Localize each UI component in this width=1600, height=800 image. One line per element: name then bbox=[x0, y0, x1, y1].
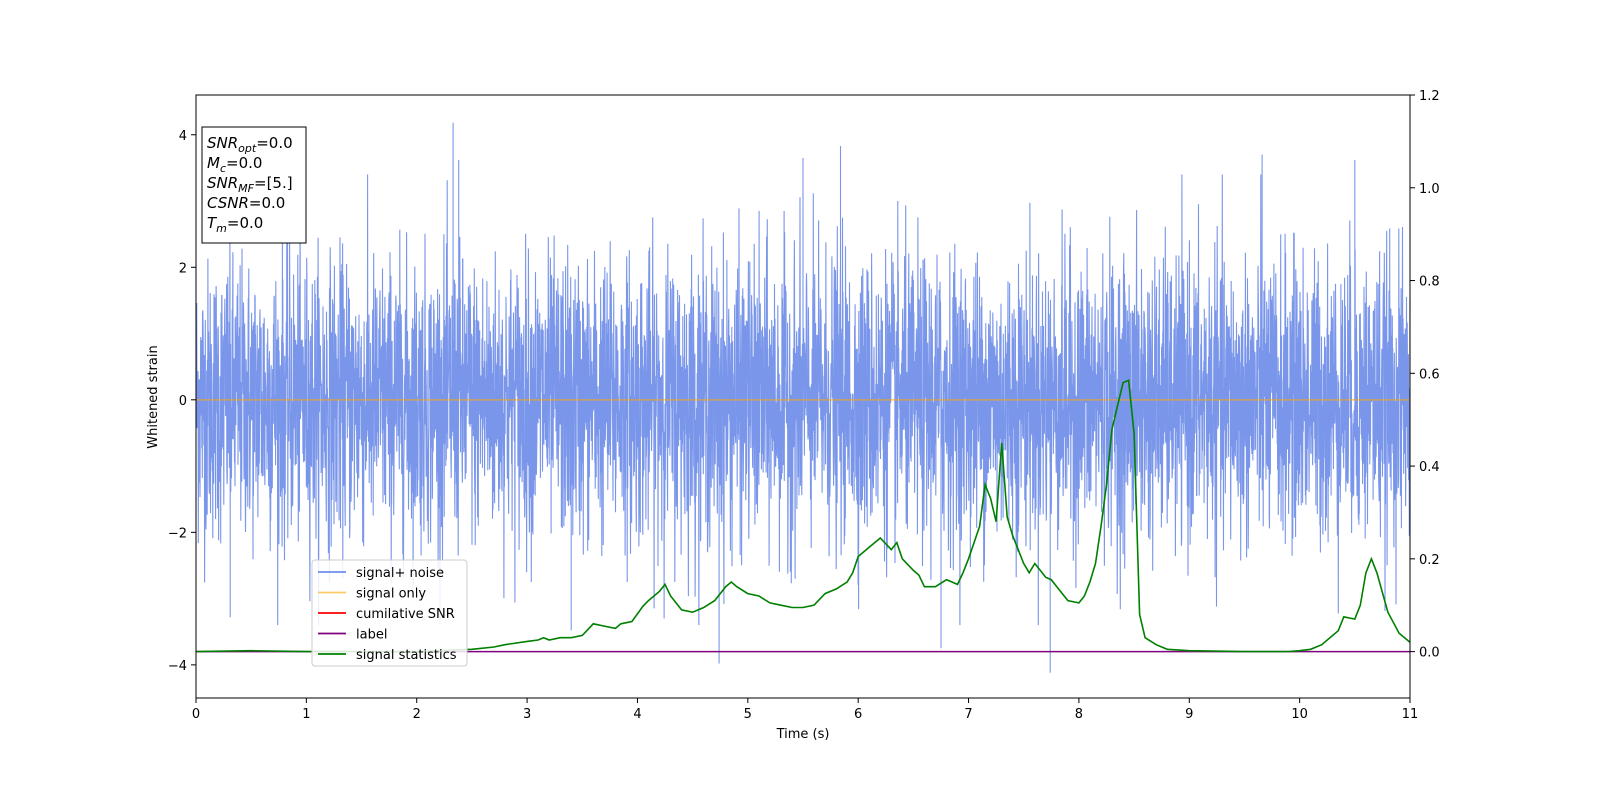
y-left-tick-label: 4 bbox=[179, 129, 187, 144]
x-tick-label: 11 bbox=[1402, 707, 1419, 722]
legend-label-0: signal+ noise bbox=[356, 566, 444, 581]
x-axis-label: Time (s) bbox=[776, 727, 830, 742]
x-tick-label: 10 bbox=[1291, 707, 1308, 722]
x-tick-label: 6 bbox=[854, 707, 862, 722]
y-right-tick-label: 0.6 bbox=[1419, 367, 1440, 382]
x-tick-label: 7 bbox=[964, 707, 972, 722]
signal-statistics-line bbox=[195, 379, 1411, 653]
annotation-line-3: CSNR=0.0 bbox=[207, 194, 285, 212]
annotation-line-1: Mc=0.0 bbox=[207, 154, 262, 175]
legend-label-2: cumilative SNR bbox=[356, 607, 455, 622]
x-tick-label: 2 bbox=[413, 707, 421, 722]
noise-layer bbox=[195, 122, 1411, 673]
x-tick-label: 9 bbox=[1185, 707, 1193, 722]
y-left-tick-label: 2 bbox=[179, 261, 187, 276]
signal-statistics-layer bbox=[195, 379, 1411, 653]
y-left-tick-label: 0 bbox=[179, 394, 187, 409]
legend: signal+ noise signal only cumilative SNR la… bbox=[311, 559, 468, 667]
y-right-tick-label: 0.8 bbox=[1419, 275, 1440, 290]
x-tick-label: 8 bbox=[1075, 707, 1083, 722]
x-tick-label: 5 bbox=[744, 707, 752, 722]
y-left-tick-label: −4 bbox=[168, 659, 187, 674]
signal-noise-line bbox=[195, 122, 1411, 673]
x-tick-label: 0 bbox=[192, 707, 200, 722]
y-axis-left: 4 2 0 −2 −4 bbox=[168, 129, 196, 674]
annotation-line-0: SNRopt=0.0 bbox=[207, 134, 293, 155]
y-right-tick-label: 0.4 bbox=[1419, 460, 1440, 475]
annotation-line-2: SNRMF=[5.] bbox=[207, 174, 293, 195]
legend-label-1: signal only bbox=[356, 587, 426, 602]
x-tick-label: 3 bbox=[523, 707, 531, 722]
plot-frame bbox=[195, 94, 1411, 699]
y-right-tick-label: 0.0 bbox=[1419, 646, 1440, 661]
y-right-tick-label: 0.2 bbox=[1419, 553, 1440, 568]
y-axis-right: 1.2 1.0 0.8 0.6 0.4 0.2 0.0 bbox=[1410, 89, 1440, 661]
legend-label-3: label bbox=[356, 628, 387, 643]
legend-label-4: signal statistics bbox=[356, 648, 457, 663]
x-tick-label: 4 bbox=[633, 707, 641, 722]
x-axis: 0 1 2 3 4 5 6 7 8 9 10 11 bbox=[192, 698, 1418, 722]
y-left-tick-label: −2 bbox=[168, 526, 187, 541]
y-right-tick-label: 1.0 bbox=[1419, 182, 1440, 197]
x-tick-label: 1 bbox=[302, 707, 310, 722]
y-axis-label: Whitened strain bbox=[146, 345, 161, 448]
annotation-line-4: Tm=0.0 bbox=[207, 214, 263, 235]
y-right-tick-label: 1.2 bbox=[1419, 89, 1440, 104]
